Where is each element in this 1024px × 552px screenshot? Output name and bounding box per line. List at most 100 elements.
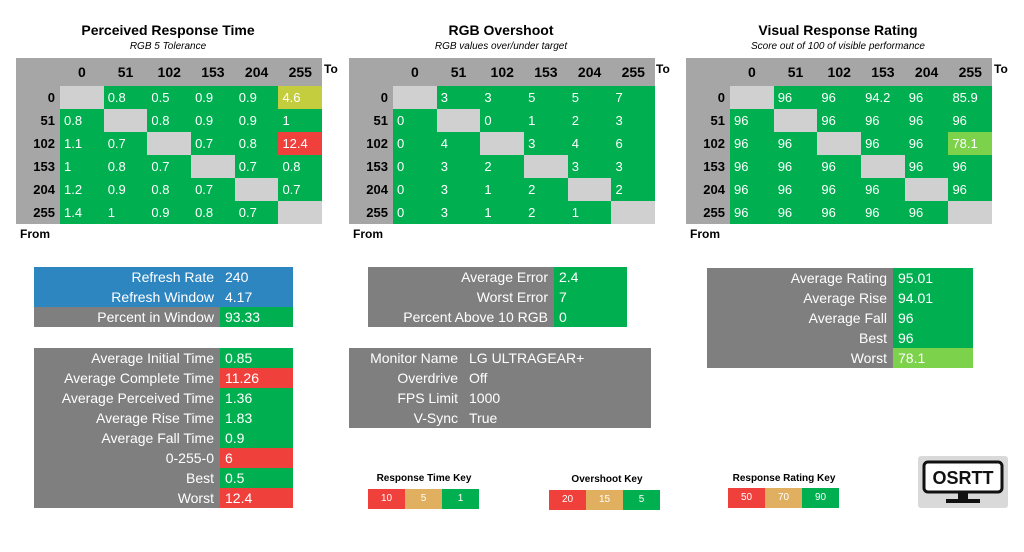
grid-cell: 4 (436, 132, 481, 155)
table-row: Average Rise Time 1.83 (34, 408, 293, 428)
grid-title-overshoot: RGB Overshoot (448, 22, 554, 38)
grid-cell: 1.2 (60, 178, 104, 201)
row-value: 11.26 (220, 368, 293, 388)
grid-cell: 96 (773, 155, 818, 178)
row-label: Average Fall Time (34, 428, 220, 448)
response-rating-key-title: Response Rating Key (732, 473, 836, 484)
row-value: 240 (220, 267, 293, 287)
grid-cell: 0 (393, 178, 437, 201)
grid-cell: 1 (480, 201, 525, 224)
grid-cell: 96 (861, 132, 905, 155)
grid-cell: 85.9 (948, 86, 993, 109)
key-swatch: 15 (586, 490, 623, 510)
table-row: Refresh Rate 240 (34, 267, 293, 287)
row-value: 95.01 (893, 268, 973, 288)
key-swatch: 1 (442, 489, 479, 509)
col-header: 153 (871, 64, 895, 80)
row-value: 1.36 (220, 388, 293, 408)
grid-cell: 96 (948, 109, 993, 132)
grid-cell: 1 (524, 109, 568, 132)
table-row: Worst 78.1 (707, 348, 973, 368)
key-swatch: 70 (765, 488, 802, 508)
row-value: 1.83 (220, 408, 293, 428)
row-label: V-Sync (349, 408, 464, 428)
grid-corner (16, 58, 60, 86)
table-row: Average Initial Time 0.85 (34, 348, 293, 368)
grid-cell-empty (480, 132, 525, 155)
grid-cell: 0.7 (234, 155, 279, 178)
col-header: 0 (77, 64, 86, 80)
grid-cell: 4.6 (278, 86, 323, 109)
row-value: 94.01 (893, 288, 973, 308)
grid-cell: 3 (436, 201, 481, 224)
grid-cell: 6 (611, 132, 656, 155)
grid-cell: 0 (393, 109, 437, 132)
grid-title-rating: Visual Response Rating (758, 22, 918, 38)
response-time-key: 10 5 1 (368, 489, 479, 509)
row-header: 0 (717, 90, 725, 105)
grid-cell: 96 (904, 109, 949, 132)
overshoot-key: 20 15 5 (549, 490, 660, 510)
row-label: Worst Error (368, 287, 554, 307)
row-label: 0-255-0 (34, 448, 220, 468)
table-row: V-Sync True (349, 408, 651, 428)
row-label: Average Error (368, 267, 554, 287)
grid-cell-empty (773, 109, 818, 132)
key-swatch: 5 (623, 490, 660, 510)
col-header: 204 (577, 64, 602, 80)
grid-cell: 0.7 (191, 132, 235, 155)
col-header: 153 (201, 64, 225, 80)
table-row: Average Rating 95.01 (707, 268, 973, 288)
grid-cell: 3 (436, 155, 481, 178)
grid-cell: 1 (103, 201, 148, 224)
grid-cell: 0.9 (147, 201, 192, 224)
grid-cell: 4 (567, 132, 612, 155)
row-value: True (464, 408, 651, 428)
grid-cell: 96 (730, 132, 774, 155)
grid-cell: 96 (861, 178, 905, 201)
grid-subtitle-overshoot: RGB values over/under target (434, 41, 568, 52)
row-label: Worst (707, 348, 893, 368)
row-value: 6 (220, 448, 293, 468)
grid-cell: 0 (393, 201, 437, 224)
row-label: Average Rating (707, 268, 893, 288)
rating-table: Average Rating 95.01 Average Rise 94.01 Aver… (707, 268, 973, 368)
key-swatch: 5 (405, 489, 442, 509)
grid-cell: 3 (524, 132, 568, 155)
grid-cell: 3 (436, 178, 481, 201)
grid-cell-empty (103, 109, 148, 132)
grid-cell: 1 (278, 109, 323, 132)
row-label: Refresh Rate (34, 267, 220, 287)
table-row: FPS Limit 1000 (349, 388, 651, 408)
time-stats-table: Average Initial Time 0.85 Average Complete… (34, 348, 293, 508)
row-value: 96 (893, 328, 973, 348)
grid-cell: 0 (393, 155, 437, 178)
grid-cell: 96 (817, 178, 862, 201)
grid-cell: 0.7 (103, 132, 148, 155)
col-header: 153 (534, 64, 558, 80)
grid-cell: 0.8 (60, 109, 104, 132)
grid-cell: 78.1 (948, 132, 993, 155)
row-header: 255 (366, 205, 388, 220)
grid-cell: 96 (817, 155, 862, 178)
table-row: Average Fall 96 (707, 308, 973, 328)
monitor-icon: OSRTT (922, 460, 1004, 503)
grid-cell: 96 (861, 109, 905, 132)
grid-cell: 0.8 (147, 109, 192, 132)
row-value: Off (464, 368, 651, 388)
row-value: 0.85 (220, 348, 293, 368)
col-header: 102 (157, 64, 181, 80)
table-row: Best 0.5 (34, 468, 293, 488)
grid-cell: 96 (730, 155, 774, 178)
grid-cell: 2 (524, 201, 568, 224)
row-value: 7 (554, 287, 627, 307)
key-swatch: 10 (368, 489, 405, 509)
row-value: 0.9 (220, 428, 293, 448)
table-row: Refresh Window 4.17 (34, 287, 293, 307)
grid-cell: 0.7 (191, 178, 235, 201)
table-row: 0-255-0 6 (34, 448, 293, 468)
grid-cell-empty (147, 132, 192, 155)
row-header: 0 (47, 90, 55, 105)
grid-cell: 0.9 (191, 109, 235, 132)
row-label: Average Complete Time (34, 368, 220, 388)
